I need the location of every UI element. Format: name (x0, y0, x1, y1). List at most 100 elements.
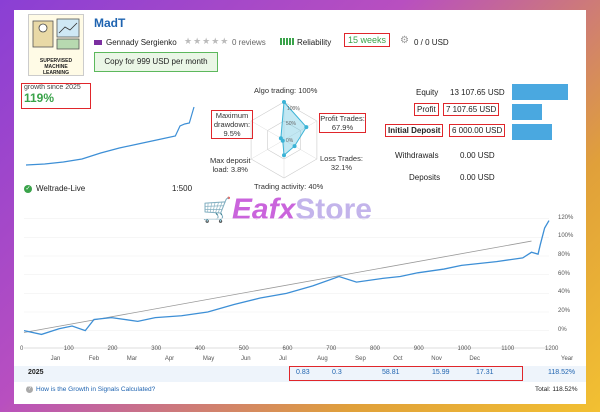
x-tick-label: 400 (195, 346, 206, 352)
y-tick-label: 20% (558, 308, 571, 314)
author-name[interactable]: Gennady Sergienko (106, 38, 177, 47)
equity-label: Equity (416, 88, 439, 97)
deposits-label: Deposits (409, 173, 441, 182)
month-tick-label: Jul (279, 356, 287, 362)
month-value-cell: 15.99 (432, 369, 450, 376)
radar-dd-label: Maximum (215, 111, 249, 120)
signal-title[interactable]: MadT (94, 16, 126, 30)
month-tick-label: Jun (240, 356, 251, 362)
radar-loss-box: Loss Trades: 32.1% (320, 154, 363, 172)
month-value-cell: 17.31 (476, 369, 494, 376)
growth-value: 119% (24, 91, 55, 105)
radar-drawdown-box: Maximum drawdown: 9.5% (211, 110, 253, 139)
broker-row: ✓ Weltrade-Live (24, 184, 85, 193)
copy-button[interactable]: Copy for 999 USD per month (94, 52, 218, 72)
robot-illustration-icon (32, 18, 80, 50)
radar-maxdep-box: Max deposit load: 3.8% (210, 156, 250, 174)
deposit-label: Initial Deposit (384, 124, 444, 137)
x-tick-label: 900 (413, 346, 424, 352)
profit-label: Profit (414, 103, 439, 116)
radar-spoke (250, 120, 285, 141)
growth-box: growth since 2025 119% (21, 83, 91, 109)
growth-label: growth since 2025 (24, 84, 81, 91)
radar-loss-label: Loss Trades: (320, 154, 363, 163)
deposits-value: 0.00 USD (460, 173, 495, 182)
profit-bar (512, 104, 542, 120)
logo-text-3: LEARNING (42, 70, 70, 76)
growth-mini-chart (25, 106, 195, 166)
year-row (14, 366, 586, 382)
help-link-text[interactable]: How is the Growth in Signals Calculated? (36, 386, 156, 393)
radar-point (292, 144, 297, 149)
radar-point (282, 153, 286, 158)
weeks-badge: 15 weeks (343, 33, 391, 47)
profit-value: 7 107.65 USD (442, 103, 500, 116)
x-tick-label: 1000 (457, 346, 471, 352)
x-tick-label: 1200 (545, 346, 559, 352)
month-value-cell: 0.3 (332, 369, 342, 376)
reviews-count[interactable]: 0 reviews (232, 38, 266, 47)
radar-spoke (283, 139, 318, 160)
equity-bar (512, 84, 568, 100)
radar-profit-value: 67.9% (331, 123, 354, 132)
month-value-cell: 58.81 (382, 369, 400, 376)
month-value-cell: 0.83 (296, 369, 310, 376)
radar-activity-label: Trading activity: 40% (254, 182, 324, 191)
radar-loss-value: 32.1% (330, 163, 353, 172)
radar-algo-label: Algo trading: 100% (254, 86, 318, 95)
radar-chart: 100% 50% 0% (250, 100, 318, 179)
reliability-label: Reliability (297, 38, 332, 47)
radar-profit-label: Profit Trades: (320, 114, 365, 123)
total-label: Total: 118.52% (535, 386, 578, 393)
year-cell: 2025 (28, 369, 44, 376)
funds-value: 0 / 0 USD (414, 38, 449, 47)
total-cell: 118.52% (548, 369, 576, 376)
check-circle-icon: ✓ (24, 184, 32, 193)
x-tick-label: 600 (282, 346, 293, 352)
leverage-value: 1:500 (172, 184, 193, 193)
y-tick-label: 40% (558, 289, 571, 296)
logo-text-2: MACHINE (44, 64, 68, 70)
radar-dd-label2: drawdown: (213, 120, 251, 129)
radar-100-label: 100% (287, 106, 300, 112)
broker-name[interactable]: Weltrade-Live (36, 184, 86, 193)
x-tick-label: 700 (326, 346, 337, 352)
store-watermark: 🛒 Eafx Store (202, 193, 372, 227)
growth-series-line (23, 220, 550, 336)
author-row: Gennady Sergienko (94, 38, 177, 47)
month-tick-label: Feb (88, 356, 100, 362)
x-tick-label: 500 (238, 346, 249, 352)
x-tick-label: 800 (370, 346, 381, 352)
y-tick-label: 60% (558, 270, 571, 277)
month-tick-label: Mar (126, 356, 138, 362)
radar-maxdep-value: load: 3.8% (212, 165, 248, 174)
x-tick-label: 300 (151, 346, 162, 352)
signal-logo: SUPERVISED MACHINE LEARNING (28, 14, 84, 76)
radar-point (304, 125, 309, 130)
month-tick-label: Nov (431, 356, 442, 362)
help-icon: ? (26, 386, 33, 393)
radar-profit-box: Profit Trades: 67.9% (319, 113, 366, 133)
month-tick-label: Aug (317, 356, 328, 362)
star-icon: ★★★★★ (184, 36, 230, 46)
month-tick-label: Jan (50, 356, 61, 362)
radar-spoke (283, 120, 318, 141)
withdrawals-label: Withdrawals (395, 151, 439, 160)
month-tick-label: Apr (164, 356, 175, 362)
month-tick-label: Dec (469, 356, 480, 362)
rating-stars: ★★★★★ (184, 36, 229, 47)
month-tick-label: May (202, 356, 215, 362)
x-tick-label: 1100 (501, 346, 515, 352)
gear-icon: ⚙ (400, 35, 409, 46)
equity-value: 13 107.65 USD (450, 88, 505, 97)
logo-text-1: SUPERVISED (39, 58, 73, 64)
reliability-icon (280, 38, 294, 45)
x-tick-label: 100 (63, 346, 74, 352)
y-tick-label: 100% (558, 233, 574, 240)
month-tick-label: Sep (355, 356, 366, 362)
y-tick-label: 0% (558, 326, 567, 333)
growth-help-link[interactable]: ? How is the Growth in Signals Calculate… (26, 386, 155, 393)
year-label: Year (561, 356, 574, 362)
y-tick-label: 80% (558, 252, 571, 258)
watermark-store: Store (295, 193, 372, 226)
